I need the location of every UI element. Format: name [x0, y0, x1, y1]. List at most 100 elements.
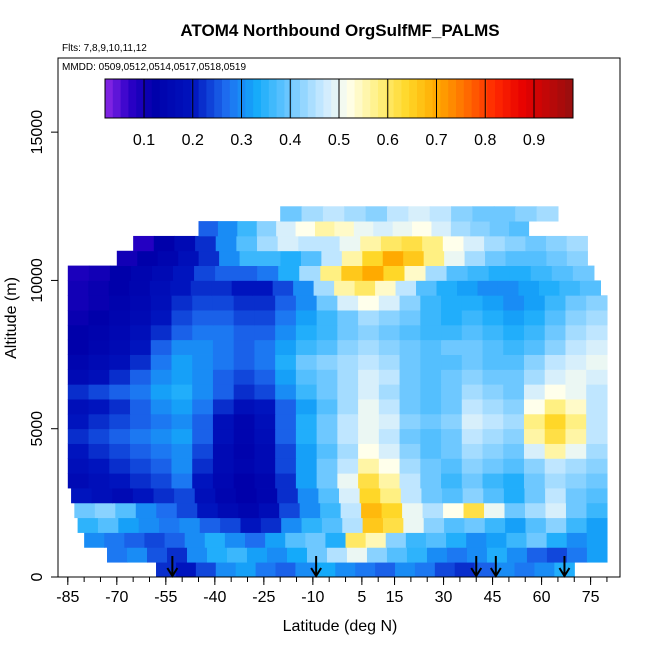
heatmap-cell-14-0 [67, 354, 90, 370]
heatmap-cell-8-24 [565, 443, 587, 459]
heatmap-cell-11-14 [358, 399, 380, 415]
heatmap-cell-12-5 [171, 384, 193, 400]
heatmap-cell-0-14 [434, 562, 456, 578]
heatmap-cell-9-13 [337, 428, 359, 444]
heatmap-cell-8-22 [523, 443, 546, 459]
heatmap-cell-3-11 [301, 517, 323, 533]
heatmap-cell-3-9 [260, 517, 282, 533]
heatmap-cell-21-18 [485, 250, 507, 266]
x-axis: -85 -70 -55 -40 -25 -10 5 15 30 45 60 75 [56, 577, 608, 606]
colorbar-swatch-11 [190, 79, 200, 118]
heatmap-cell-0-9 [335, 562, 356, 578]
heatmap-cell-13-13 [337, 369, 359, 385]
heatmap-cell-7-19 [461, 458, 484, 474]
heatmap-cell-21-7 [260, 250, 282, 266]
heatmap-cell-4-1 [94, 502, 116, 519]
heatmap-cell-15-14 [358, 339, 380, 355]
heatmap-cell-1-7 [246, 547, 268, 563]
heatmap-cell-9-1 [88, 428, 110, 444]
colorbar: 0.1 0.2 0.3 0.4 0.5 0.6 0.7 0.8 0.9 [104, 78, 574, 149]
heatmap-cell-9-18 [441, 428, 463, 444]
heatmap-cell-13-8 [233, 369, 256, 385]
heatmap-cell-2-13 [345, 532, 367, 548]
heatmap-cell-22-9 [318, 235, 341, 252]
heatmap-cell-9-14 [358, 428, 380, 444]
heatmap-cell-7-25 [586, 458, 608, 474]
heatmap-cell-4-24 [565, 502, 588, 519]
heatmap-cell-1-13 [366, 547, 388, 563]
heatmap-cell-13-2 [109, 369, 131, 385]
colorbar-swatch-59 [565, 79, 574, 118]
heatmap-cell-16-10 [275, 324, 297, 341]
heatmap-cell-16-6 [192, 324, 214, 341]
heatmap-cell-10-5 [171, 413, 193, 430]
heatmap-cell-3-25 [586, 517, 608, 533]
heatmap-cell-6-25 [586, 473, 608, 489]
heatmap-cell-10-14 [358, 413, 380, 430]
heatmap-cell-12-7 [212, 384, 235, 400]
heatmap-cell-23-10 [392, 221, 413, 237]
colorbar-swatch-15 [222, 79, 231, 118]
heatmap-cell-13-4 [150, 369, 173, 385]
heatmap-cell-9-15 [378, 428, 401, 444]
heatmap-cell-15-0 [67, 339, 90, 355]
heatmap-cell-1-9 [286, 547, 308, 563]
heatmap-cell-15-19 [461, 339, 484, 355]
heatmap-cell-13-19 [461, 369, 484, 385]
heatmap-cell-14-19 [461, 354, 484, 370]
heatmap-cell-13-9 [254, 369, 276, 385]
heatmap-cell-17-12 [316, 310, 338, 326]
heatmap-cell-17-25 [586, 310, 608, 326]
heatmap-cell-0-15 [454, 562, 476, 578]
heatmap-cell-22-18 [504, 235, 526, 252]
heatmap-cell-20-19 [467, 265, 490, 281]
heatmap-cell-6-1 [88, 473, 110, 489]
heatmap-cell-19-16 [395, 280, 417, 296]
heatmap-cell-11-20 [482, 399, 504, 415]
heatmap-cell-4-8 [238, 502, 260, 519]
heatmap-cell-17-11 [295, 310, 318, 326]
heatmap-cell-14-11 [295, 354, 318, 370]
heatmap-cell-14-2 [109, 354, 131, 370]
heatmap-cell-4-12 [320, 502, 342, 519]
colorbar-swatch-48 [479, 79, 488, 118]
heatmap-cell-17-24 [565, 310, 587, 326]
heatmap-cell-16-15 [378, 324, 401, 341]
heatmap-cell-4-0 [74, 502, 96, 519]
heatmap-cell-14-21 [503, 354, 525, 370]
heatmap-cell-1-10 [306, 547, 328, 563]
heatmap-cell-4-4 [156, 502, 178, 519]
heatmap-cell-5-17 [421, 488, 443, 504]
flight-arrows [166, 556, 571, 578]
heatmap-cell-1-24 [586, 547, 608, 563]
y-axis: 0 5000 10000 15000 [29, 110, 58, 581]
arrow-marker-1 [310, 556, 322, 578]
heatmap-cell-23-7 [334, 221, 355, 237]
heatmap-cell-15-10 [275, 339, 297, 355]
heatmap-cell-4-14 [361, 502, 383, 519]
heatmap-cell-2-20 [486, 532, 507, 548]
heatmap-cell-7-12 [316, 458, 338, 474]
heatmap-cell-17-19 [461, 310, 484, 326]
heatmap-cell-23-4 [276, 221, 297, 237]
heatmap-cell-6-19 [461, 473, 484, 489]
heatmap-cell-22-21 [566, 235, 588, 252]
colorbar-swatch-46 [463, 79, 473, 118]
colorbar-swatch-50 [495, 79, 504, 118]
colorbar-swatch-2 [120, 79, 129, 118]
heatmap-cell-2-22 [526, 532, 548, 548]
heatmap-cell-0-10 [355, 562, 376, 578]
colorbar-swatch-40 [417, 79, 426, 118]
heatmap-cell-13-14 [358, 369, 380, 385]
heatmap-cell-4-22 [524, 502, 547, 519]
heatmap-cell-13-0 [67, 369, 90, 385]
heatmap-cell-21-5 [219, 250, 241, 266]
heatmap-cell-18-19 [461, 295, 484, 311]
heatmap-cell-8-13 [337, 443, 359, 459]
heatmap-cell-21-6 [239, 250, 261, 266]
heatmap-cell-1-19 [486, 547, 508, 563]
heatmap-cell-11-15 [378, 399, 401, 415]
heatmap-cell-4-15 [381, 502, 403, 519]
heatmap-cell-1-21 [526, 547, 548, 563]
heatmap-cell-4-20 [484, 502, 506, 519]
